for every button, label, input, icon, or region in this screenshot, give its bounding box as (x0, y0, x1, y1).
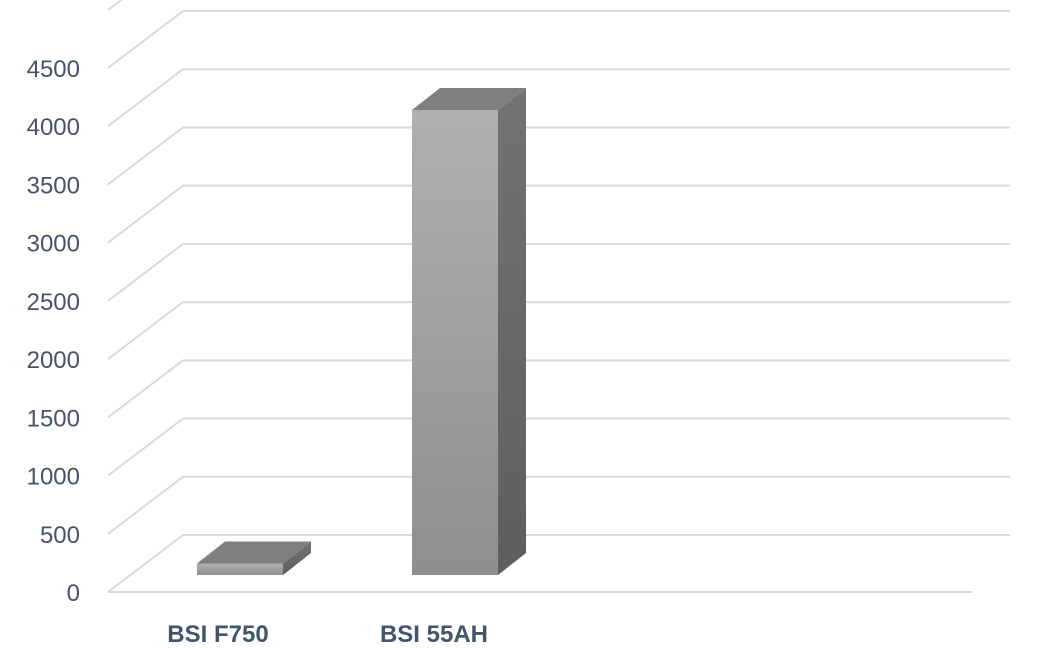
y-tick-label: 0 (67, 580, 80, 607)
bar-top (412, 88, 526, 111)
gridline-side (107, 534, 184, 593)
y-tick-label: 500 (40, 522, 80, 549)
bar-front (197, 563, 283, 575)
bar-top (197, 541, 311, 564)
x-tick-label: BSI F750 (167, 621, 268, 648)
gridline-side (107, 184, 184, 244)
gridline-side (107, 10, 184, 69)
gridline-side (107, 417, 184, 477)
gridlines (107, 0, 1010, 593)
gridline-side (107, 301, 184, 360)
x-tick-label: BSI 55AH (380, 621, 488, 648)
gridline-side (107, 475, 184, 535)
bars (197, 88, 526, 575)
gridline-side (107, 0, 123, 11)
gridline-side (107, 68, 184, 128)
y-tick-label: 3500 (27, 172, 80, 199)
bar-2 (412, 88, 526, 575)
x-axis: BSI F750 BSI 55AH (167, 621, 488, 648)
y-tick-label: 3000 (27, 231, 80, 258)
bar-side (498, 88, 526, 575)
y-tick-label: 4500 (27, 56, 80, 83)
gridline-side (107, 359, 184, 419)
bar-front (412, 110, 498, 575)
y-tick-label: 1000 (27, 464, 80, 491)
gridline-side (107, 126, 184, 186)
y-axis: 0 500 1000 1500 2000 2500 3000 3500 4000 4500 (27, 56, 80, 607)
bar-side (283, 541, 311, 575)
y-tick-label: 1500 (27, 405, 80, 432)
y-tick-label: 4000 (27, 114, 80, 141)
y-tick-label: 2000 (27, 347, 80, 374)
bar-1 (197, 541, 311, 575)
gridline-side (107, 243, 184, 302)
y-tick-label: 2500 (27, 289, 80, 316)
